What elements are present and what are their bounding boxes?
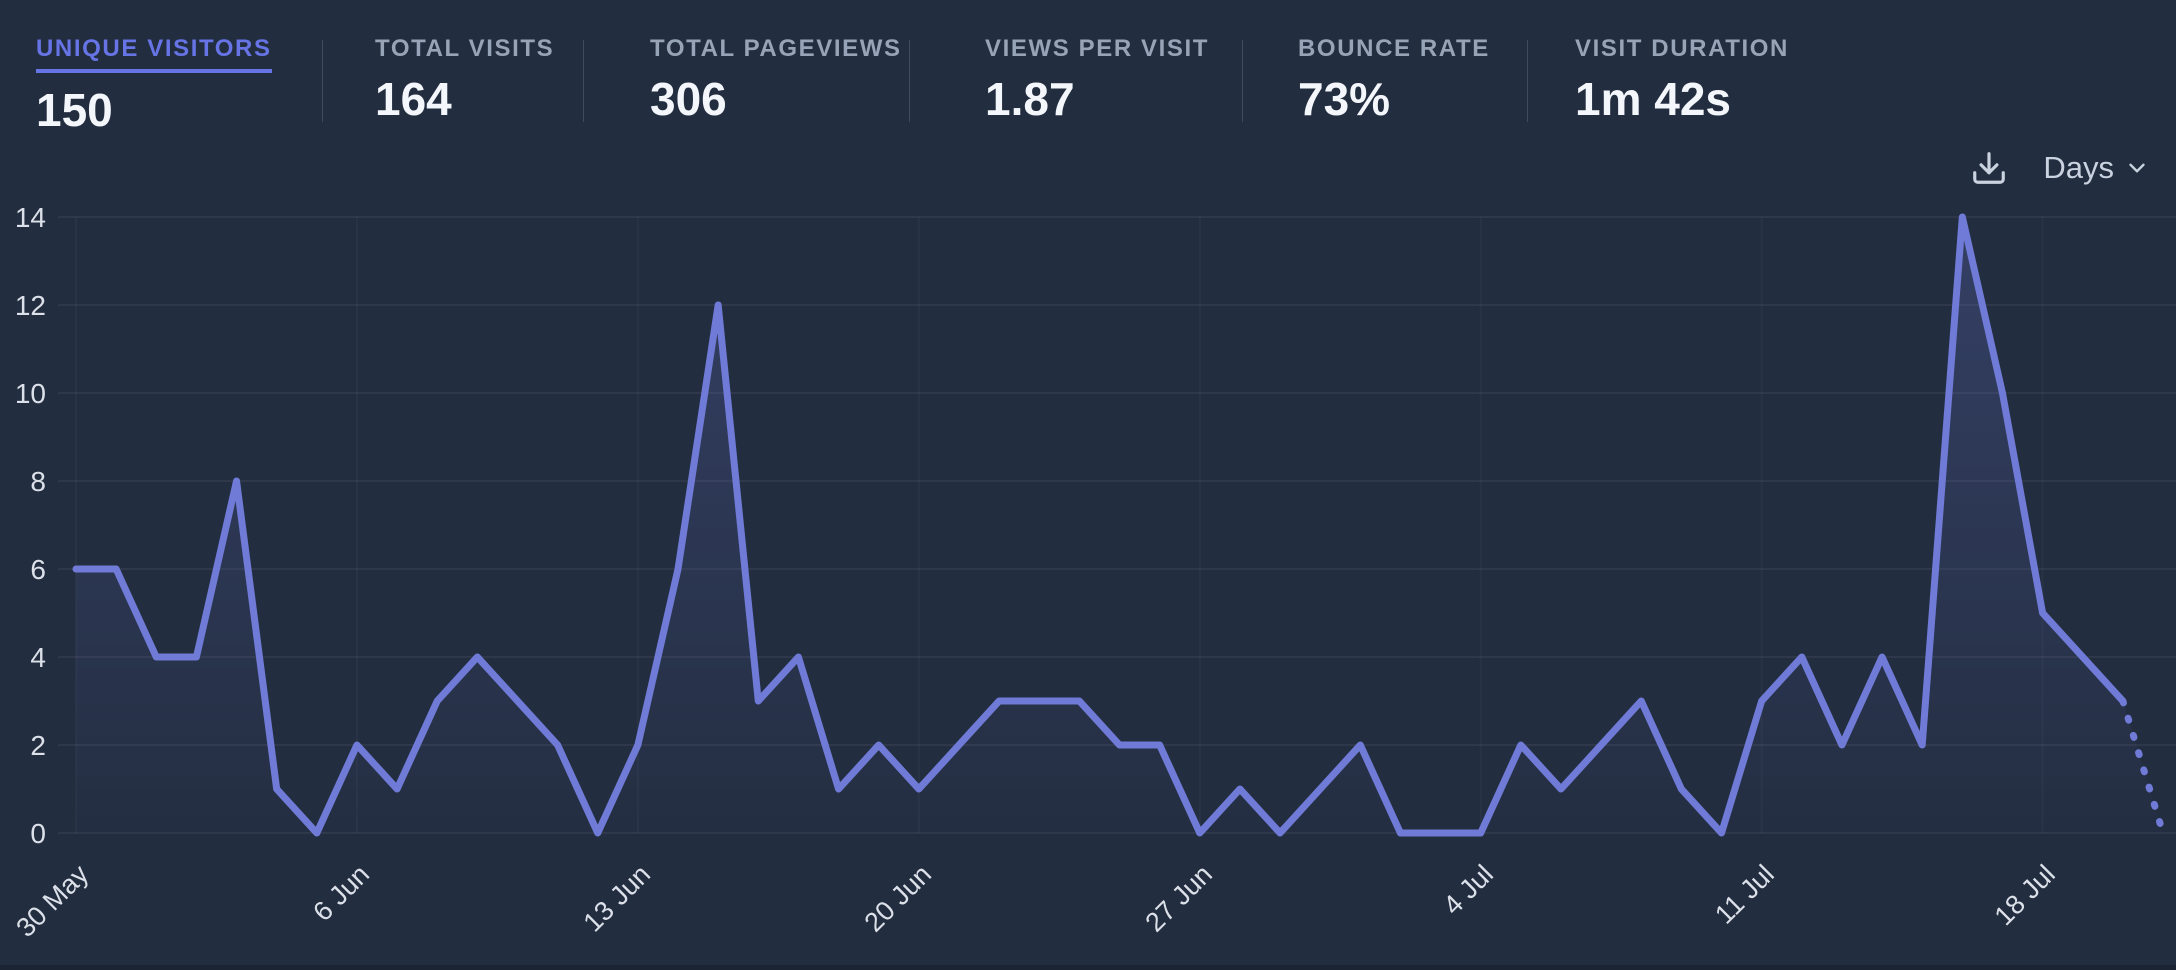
stat-label: VIEWS PER VISIT xyxy=(985,35,1210,62)
stat-label: BOUNCE RATE xyxy=(1298,35,1490,62)
x-axis-tick-label: 4 Jul xyxy=(1437,859,1499,921)
chart-actions: Days xyxy=(1969,146,2150,190)
stat-label: VISIT DURATION xyxy=(1575,35,1789,62)
y-axis-tick-label: 8 xyxy=(30,466,46,497)
stat-visit-duration[interactable]: VISIT DURATION 1m 42s xyxy=(1575,35,1789,125)
stat-label: TOTAL VISITS xyxy=(375,35,555,62)
stat-total-pageviews[interactable]: TOTAL PAGEVIEWS 306 xyxy=(650,35,902,125)
stat-value: 1.87 xyxy=(985,73,1075,125)
stat-views-per-visit[interactable]: VIEWS PER VISIT 1.87 xyxy=(985,35,1210,125)
card-bottom-edge xyxy=(0,965,2176,970)
x-axis-tick-label: 11 Jul xyxy=(1709,859,1780,930)
interval-dropdown-label: Days xyxy=(2043,150,2114,185)
stat-divider xyxy=(909,40,910,122)
y-axis-tick-label: 0 xyxy=(30,818,46,849)
stat-divider xyxy=(1242,40,1243,122)
x-axis-tick-label: 20 Jun xyxy=(859,859,938,938)
stat-divider xyxy=(322,40,323,122)
stat-label: UNIQUE VISITORS xyxy=(36,36,272,73)
stat-value: 306 xyxy=(650,73,727,125)
interval-dropdown[interactable]: Days xyxy=(2043,150,2150,186)
stat-divider xyxy=(583,40,584,122)
stat-divider xyxy=(1527,40,1528,122)
chevron-down-icon xyxy=(2129,163,2145,173)
stat-total-visits[interactable]: TOTAL VISITS 164 xyxy=(375,35,555,125)
y-axis-tick-label: 14 xyxy=(15,202,46,233)
chart-area-fill xyxy=(76,217,2163,833)
download-icon xyxy=(1973,152,2006,184)
y-axis-tick-label: 12 xyxy=(15,290,46,321)
y-axis-tick-label: 6 xyxy=(30,554,46,585)
y-axis-tick-label: 2 xyxy=(30,730,46,761)
download-button[interactable] xyxy=(1969,148,2009,188)
stat-value: 150 xyxy=(36,84,113,136)
y-axis-tick-label: 4 xyxy=(30,642,46,673)
top-stats-row: UNIQUE VISITORS 150 TOTAL VISITS 164 TOT… xyxy=(0,0,2176,140)
stat-value: 1m 42s xyxy=(1575,73,1732,125)
stat-bounce-rate[interactable]: BOUNCE RATE 73% xyxy=(1298,35,1490,125)
x-axis-tick-label: 18 Jul xyxy=(1989,859,2061,931)
y-axis-tick-label: 10 xyxy=(15,378,46,409)
visitors-line-dashed-tail xyxy=(2119,697,2167,837)
stat-unique-visitors[interactable]: UNIQUE VISITORS 150 xyxy=(36,36,272,134)
stat-value: 164 xyxy=(375,73,452,125)
x-axis-tick-label: 6 Jun xyxy=(307,859,375,927)
x-axis-tick-label: 27 Jun xyxy=(1139,859,1218,938)
x-axis-tick-label: 13 Jun xyxy=(578,859,657,938)
x-axis-tick-label: 30 May xyxy=(10,859,94,943)
stat-label: TOTAL PAGEVIEWS xyxy=(650,35,902,62)
visitors-line xyxy=(72,213,2127,837)
stat-value: 73% xyxy=(1298,73,1391,125)
